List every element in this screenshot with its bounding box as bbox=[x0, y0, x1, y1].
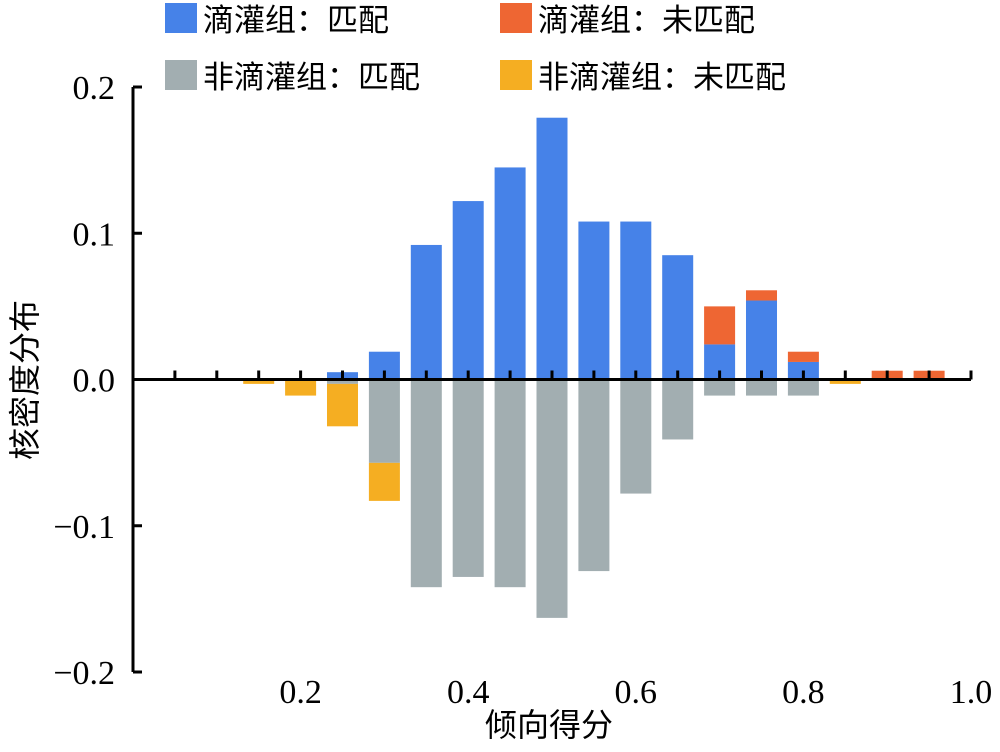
bar-lower-0-8 bbox=[578, 379, 610, 572]
tick-labels-layer: 0.2 0.1 0.0 −0.1 −0.2 0.2 0.4 0.6 0.8 1.0 bbox=[53, 70, 992, 711]
x-axis-title: 倾向得分 bbox=[485, 706, 613, 744]
bar-lower-0-13 bbox=[787, 379, 819, 396]
y-tick-label-1: 0.1 bbox=[73, 216, 116, 253]
y-tick-label-3: −0.1 bbox=[53, 509, 115, 546]
legend-swatch-2 bbox=[165, 60, 197, 90]
legend-label-3: 非滴灌组：未匹配 bbox=[538, 60, 786, 96]
bar-lower-1-3 bbox=[368, 462, 400, 501]
legend-swatch-3 bbox=[500, 60, 532, 90]
bar-lower-0-5 bbox=[452, 379, 484, 577]
bar-lower-0-7 bbox=[536, 379, 568, 618]
axes-layer bbox=[131, 85, 973, 674]
y-tick-label-2: 0.0 bbox=[73, 363, 116, 400]
legend-swatch-0 bbox=[165, 3, 197, 33]
x-tick-label-4: 1.0 bbox=[950, 674, 993, 711]
bar-lower-0-11 bbox=[704, 379, 736, 396]
bar-upper-0-6 bbox=[494, 167, 526, 380]
bar-lower-0-2 bbox=[326, 379, 359, 384]
x-tick-label-0: 0.2 bbox=[279, 674, 322, 711]
legend-swatch-1 bbox=[500, 3, 532, 33]
legend-label-0: 滴灌组：匹配 bbox=[203, 3, 389, 39]
bar-upper-0-8 bbox=[578, 221, 610, 380]
x-tick-label-1: 0.4 bbox=[447, 674, 490, 711]
bar-upper-0-7 bbox=[536, 117, 568, 380]
bar-upper-0-4 bbox=[410, 244, 442, 380]
bar-upper-0-12 bbox=[745, 300, 778, 380]
bar-lower-0-6 bbox=[494, 379, 526, 588]
bar-lower-0-4 bbox=[410, 379, 442, 588]
bar-lower-1-14 bbox=[829, 379, 861, 384]
bar-lower-0-12 bbox=[745, 379, 778, 396]
bar-upper-1-12 bbox=[745, 290, 778, 301]
bar-upper-0-9 bbox=[620, 221, 652, 380]
bar-lower-1-1 bbox=[285, 379, 317, 396]
bar-lower-1-0 bbox=[243, 379, 275, 384]
bars-layer bbox=[243, 117, 945, 618]
y-tick-label-0: 0.2 bbox=[73, 70, 116, 107]
bar-upper-1-11 bbox=[704, 306, 736, 345]
x-tick-label-3: 0.8 bbox=[782, 674, 825, 711]
legend-label-1: 滴灌组：未匹配 bbox=[538, 3, 755, 39]
bar-lower-0-10 bbox=[662, 379, 694, 440]
bar-upper-0-5 bbox=[452, 201, 484, 380]
y-tick-label-4: −0.2 bbox=[53, 655, 115, 692]
legend-label-2: 非滴灌组：匹配 bbox=[203, 60, 420, 96]
bar-upper-0-10 bbox=[662, 255, 694, 380]
bar-lower-1-2 bbox=[326, 383, 359, 427]
bar-lower-0-3 bbox=[368, 379, 400, 463]
bar-upper-1-13 bbox=[787, 351, 819, 362]
bar-lower-0-9 bbox=[620, 379, 652, 494]
x-tick-label-2: 0.6 bbox=[615, 674, 658, 711]
y-axis-title: 核密度分布 bbox=[6, 300, 44, 460]
